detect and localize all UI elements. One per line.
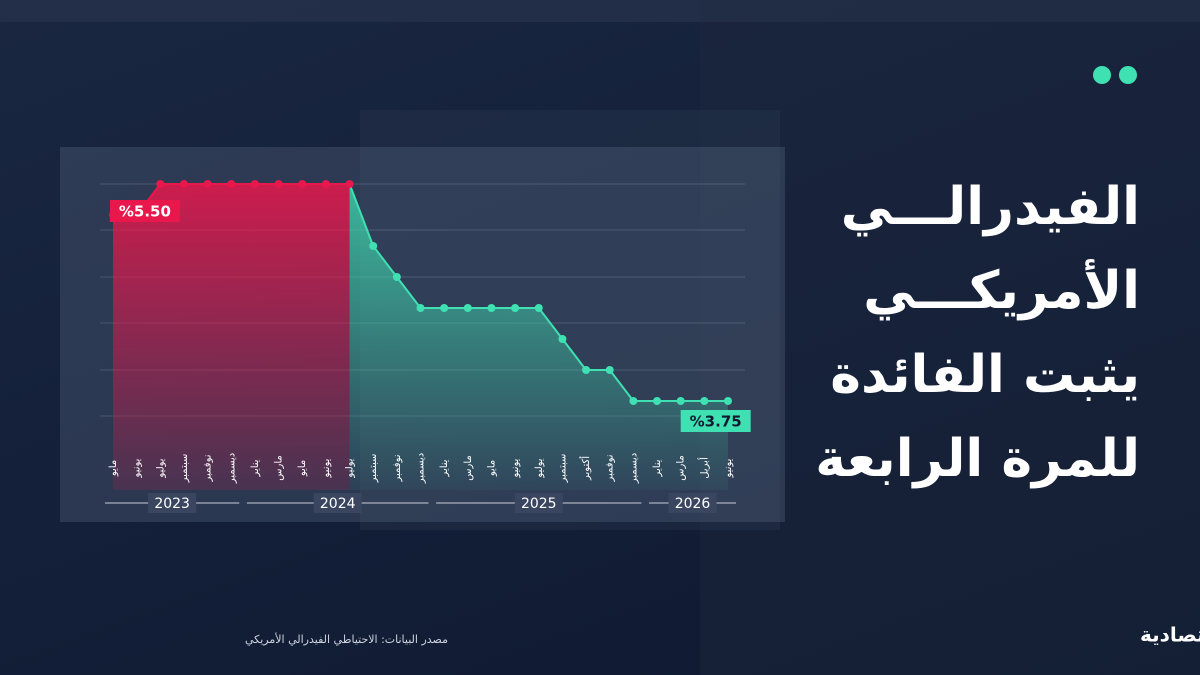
year-label: 2023 bbox=[154, 496, 190, 512]
annotation-bg bbox=[109, 200, 180, 222]
point bbox=[676, 397, 685, 405]
x-tick-label: ديسمبر bbox=[416, 453, 427, 484]
logo-dot bbox=[1119, 66, 1137, 84]
point bbox=[487, 304, 496, 312]
point bbox=[463, 304, 472, 312]
year-label-bg bbox=[514, 493, 563, 513]
annotation: %3.75 bbox=[690, 413, 742, 431]
x-tick-label: مارس bbox=[274, 455, 285, 480]
source: مصدر البيانات: الاحتياطي الفيدرالي الأمر… bbox=[245, 632, 448, 646]
x-tick-label: نوفمبر bbox=[392, 454, 403, 482]
year-label-bg bbox=[668, 493, 717, 513]
point bbox=[582, 366, 591, 374]
x-tick-label: يوليو bbox=[345, 458, 356, 478]
area bbox=[113, 184, 350, 490]
x-tick-label: ديسمبر bbox=[226, 453, 237, 484]
point bbox=[274, 180, 283, 188]
year-label-bg bbox=[148, 493, 197, 513]
x-tick-label: مارس bbox=[463, 455, 474, 480]
point bbox=[298, 180, 307, 188]
point bbox=[700, 397, 709, 405]
point bbox=[227, 180, 236, 188]
logo-dot bbox=[1093, 66, 1111, 84]
point bbox=[416, 304, 425, 312]
x-tick-label: يونيو bbox=[321, 458, 332, 478]
year-label: 2026 bbox=[675, 496, 711, 512]
top-bar bbox=[0, 0, 1200, 22]
x-tick-label: سبتمبر bbox=[179, 454, 190, 484]
point bbox=[534, 304, 543, 312]
x-tick-label: نوفمبر bbox=[203, 454, 214, 482]
point bbox=[179, 180, 188, 188]
point bbox=[321, 180, 330, 188]
x-tick-label: مايو bbox=[297, 460, 308, 477]
x-tick-label: نوفمبر bbox=[605, 454, 616, 482]
point bbox=[392, 273, 401, 281]
x-tick-label: ديسمبر bbox=[628, 453, 639, 484]
point bbox=[440, 304, 449, 312]
point bbox=[558, 335, 567, 343]
background-tree bbox=[700, 0, 1200, 675]
year-label: 2025 bbox=[521, 496, 557, 512]
x-tick-label: سبتمبر bbox=[557, 454, 568, 484]
point bbox=[203, 180, 212, 188]
brand: الاقتصادية bbox=[1140, 623, 1200, 647]
point bbox=[629, 397, 638, 405]
x-tick-label: مايو bbox=[108, 460, 119, 477]
title-line: الفيدرالـــي bbox=[841, 177, 1140, 237]
point bbox=[724, 397, 732, 405]
x-tick-label: يناير bbox=[439, 459, 450, 477]
x-tick-label: سبتمبر bbox=[368, 454, 379, 484]
point bbox=[156, 180, 165, 188]
x-tick-label: يونيو bbox=[510, 458, 521, 478]
year-label-bg bbox=[313, 493, 362, 513]
area bbox=[349, 184, 728, 490]
x-tick-label: مارس bbox=[676, 455, 687, 480]
point bbox=[511, 304, 520, 312]
annotation: %5.50 bbox=[119, 203, 171, 221]
x-tick-label: يونيو bbox=[723, 458, 734, 478]
x-tick-label: يوليو bbox=[534, 458, 545, 478]
point bbox=[605, 366, 614, 374]
x-tick-label: يونيو bbox=[132, 458, 143, 478]
x-tick-label: يناير bbox=[250, 459, 261, 477]
x-tick-label: مايو bbox=[486, 460, 497, 477]
x-tick-label: أكتوبر bbox=[579, 456, 592, 481]
point bbox=[653, 397, 662, 405]
annotation-bg bbox=[680, 410, 751, 432]
title-line: الأمريكـــي bbox=[863, 258, 1140, 321]
year-label: 2024 bbox=[320, 496, 356, 512]
x-tick-label: يناير bbox=[652, 459, 663, 477]
title-line: يثبت الفائدة bbox=[830, 345, 1140, 405]
point bbox=[250, 180, 259, 188]
point bbox=[369, 242, 378, 250]
x-tick-label: أبريل bbox=[697, 457, 710, 479]
x-tick-label: يوليو bbox=[155, 458, 166, 478]
point bbox=[345, 180, 354, 188]
title-line: للمرة الرابعة bbox=[815, 429, 1140, 489]
